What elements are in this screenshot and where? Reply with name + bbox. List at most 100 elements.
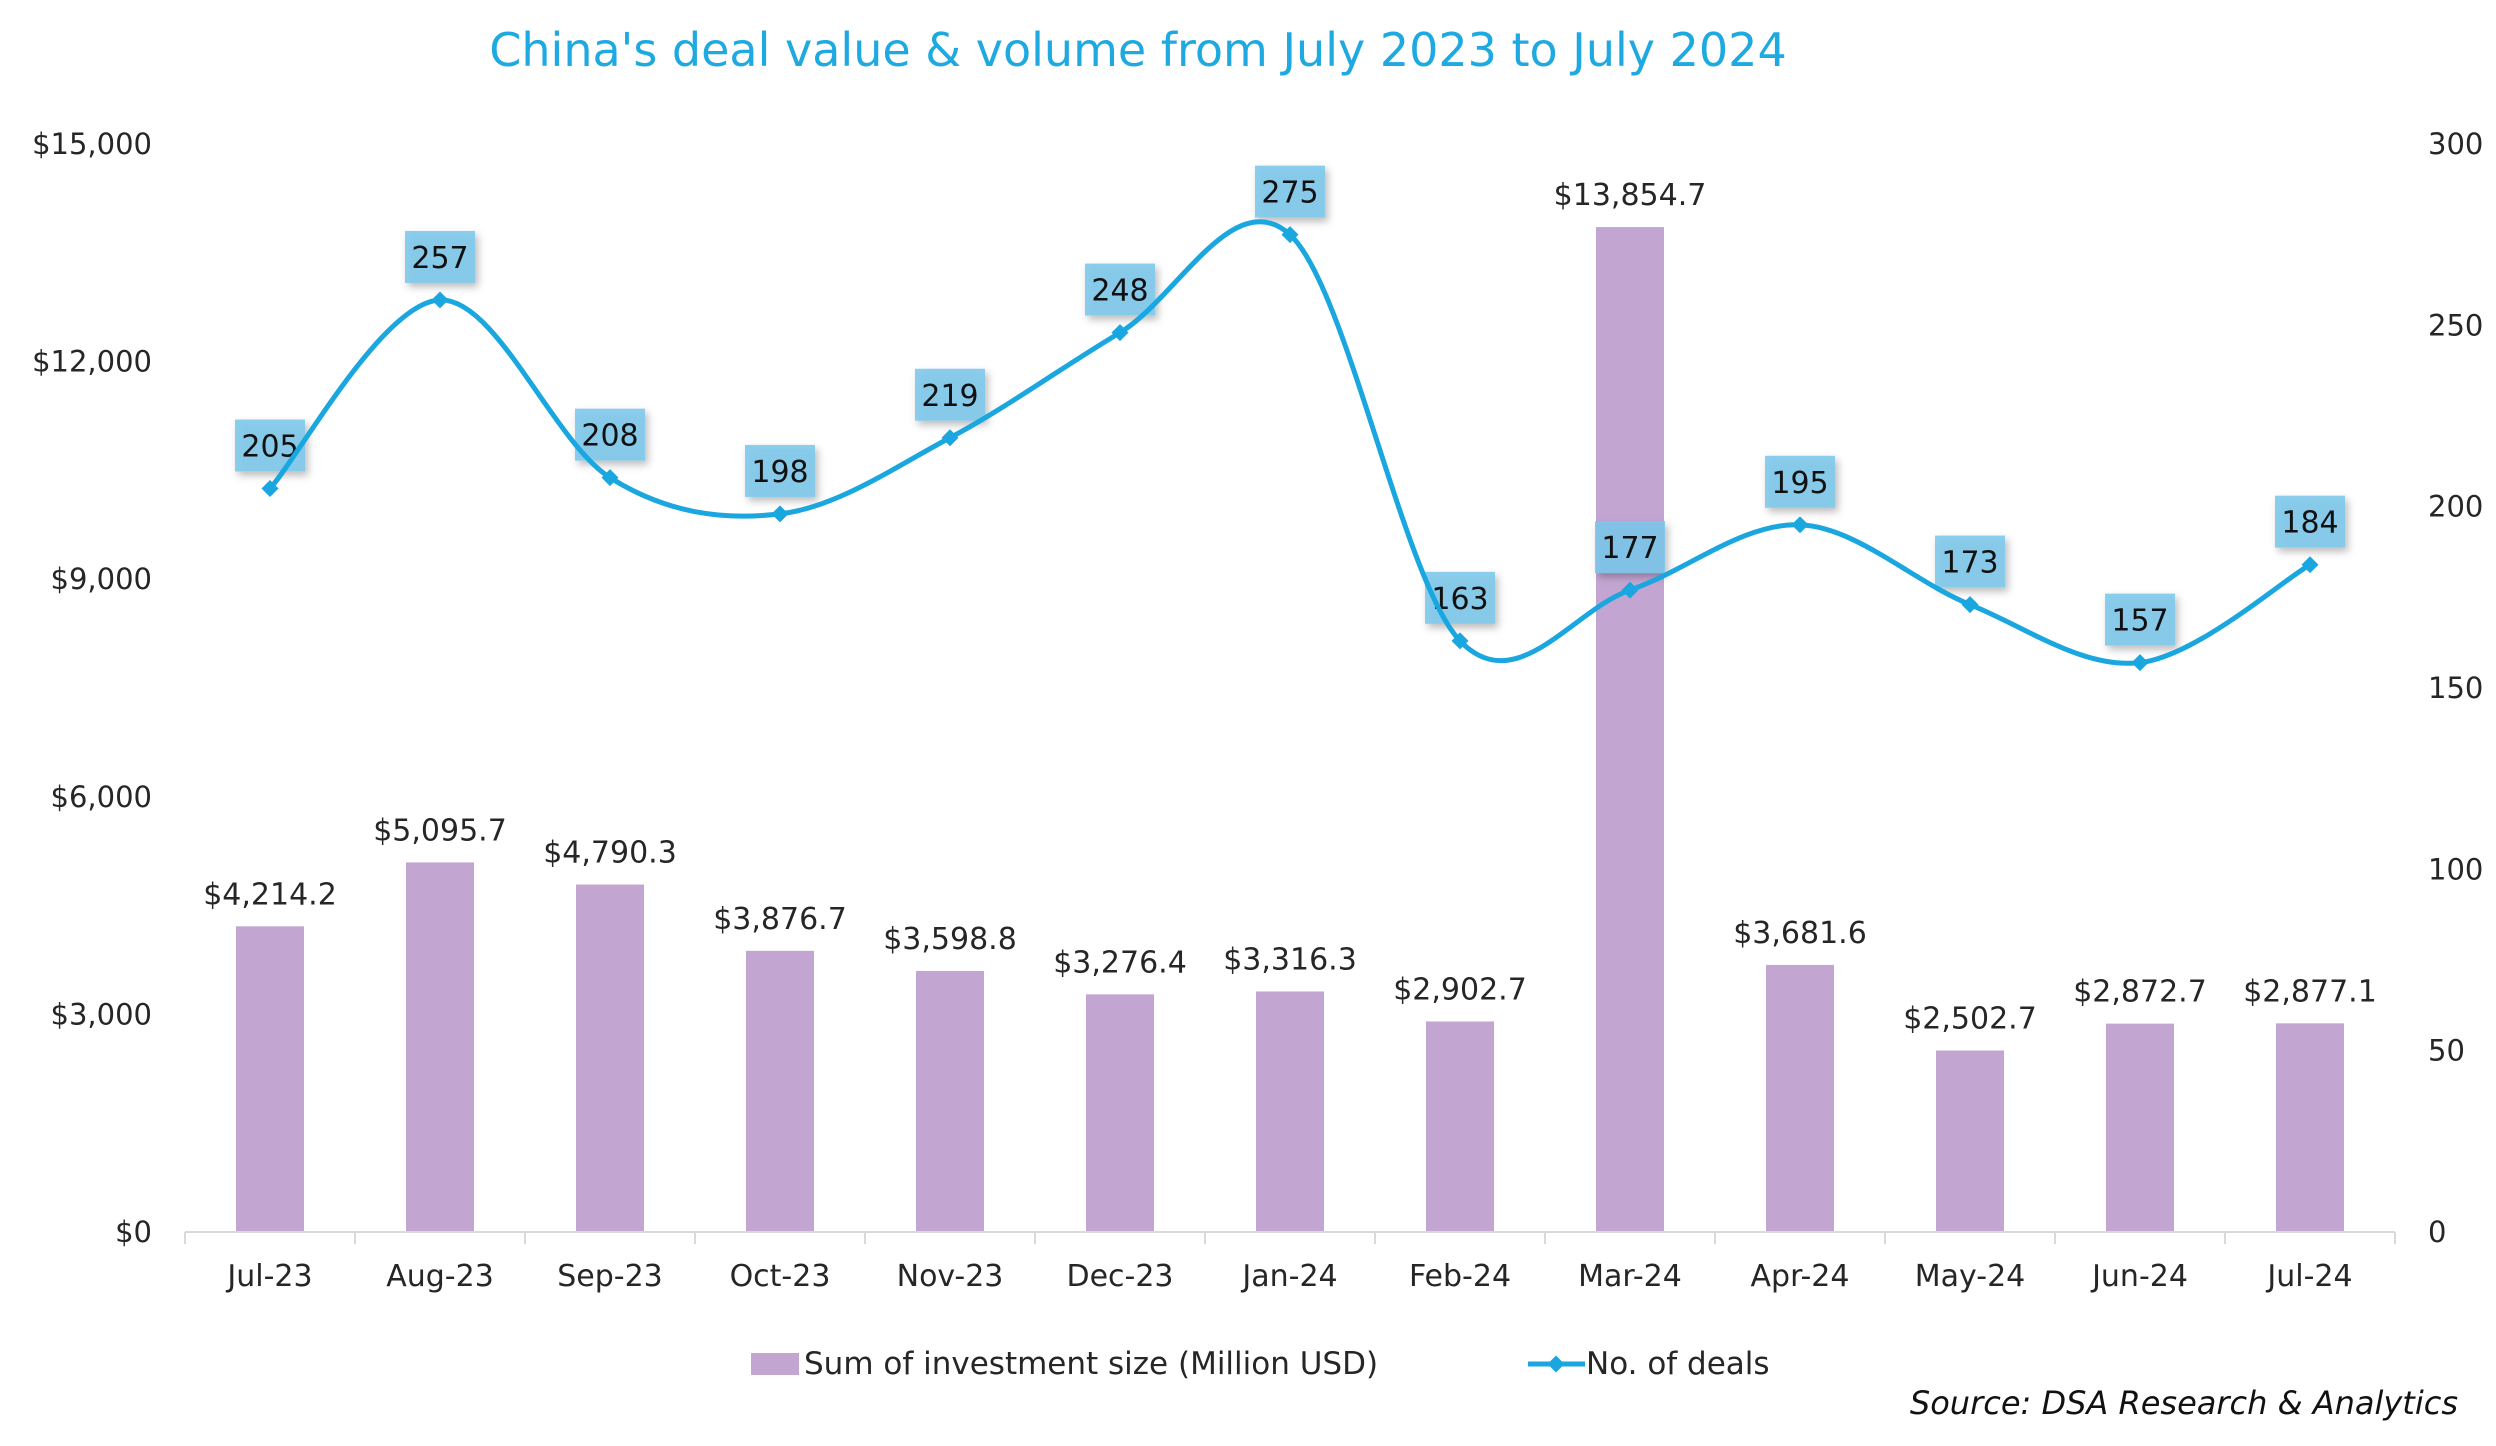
- line-label-box: [575, 408, 645, 461]
- line-series: [261, 219, 2319, 672]
- bar-data-label: $2,877.1: [2243, 974, 2377, 1009]
- bar: [1596, 227, 1664, 1232]
- x-tick-label: Jan-24: [1240, 1259, 1337, 1294]
- x-tick-label: Feb-24: [1409, 1259, 1511, 1294]
- line-label-box: [1935, 535, 2005, 588]
- line-point-marker: [431, 291, 449, 309]
- legend-label-line: No. of deals: [1586, 1346, 1770, 1382]
- line-label-box: [1425, 571, 1495, 624]
- bar-data-label: $3,876.7: [713, 902, 847, 937]
- bar-data-label: $4,214.2: [203, 877, 337, 912]
- line-point-marker: [601, 469, 619, 487]
- line-data-label: 275: [1261, 176, 1318, 211]
- y-left-tick-label: $0: [115, 1215, 152, 1249]
- y-left-tick-label: $12,000: [32, 345, 152, 379]
- bar: [746, 950, 814, 1232]
- legend-marker: [1547, 1355, 1565, 1373]
- bar-data-label: $3,681.6: [1733, 916, 1867, 951]
- line-data-label: 173: [1941, 546, 1998, 581]
- x-tick-label: Jul-23: [225, 1259, 312, 1294]
- y-right-tick-label: 200: [2428, 490, 2483, 524]
- x-axis: Jul-23 Aug-23 Sep-23 Oct-23 Nov-23 Dec-23 Jan-…: [184, 1231, 2396, 1294]
- deals-line: [267, 219, 2313, 666]
- bar-data-label: $3,276.4: [1053, 945, 1187, 980]
- y-axis-left: $0 $3,000 $6,000 $9,000 $12,000 $15,000: [32, 127, 152, 1249]
- line-data-label: 184: [2281, 506, 2338, 541]
- line-point-marker: [2131, 654, 2149, 672]
- line-point-marker: [771, 505, 789, 523]
- x-tick-label: Nov-23: [897, 1259, 1004, 1294]
- y-left-tick-label: $15,000: [32, 127, 152, 161]
- line-data-label: 208: [581, 419, 638, 454]
- bar: [1256, 991, 1324, 1232]
- line-point-marker: [261, 480, 279, 498]
- line-label-box: [235, 419, 305, 472]
- y-right-tick-label: 100: [2428, 852, 2483, 886]
- x-tick-label: May-24: [1915, 1259, 2026, 1294]
- line-data-label: 248: [1091, 274, 1148, 309]
- bar-data-label: $4,790.3: [543, 836, 677, 871]
- line-label-box: [1085, 263, 1155, 316]
- chart-title: China's deal value & volume from July 20…: [489, 23, 1786, 77]
- bar-data-labels: $4,214.2 $5,095.7 $4,790.3 $3,876.7 $3,598.8…: [203, 178, 2377, 1036]
- line-data-label: 177: [1601, 531, 1658, 566]
- line-label-box: [2105, 593, 2175, 646]
- bar-data-label: $5,095.7: [373, 813, 507, 848]
- line-point-marker: [2301, 556, 2319, 574]
- bar-data-label: $13,854.7: [1554, 178, 1707, 213]
- source-note: Source: DSA Research & Analytics: [1910, 1384, 2458, 1422]
- line-label-box: [405, 230, 475, 283]
- bar: [236, 926, 304, 1232]
- line-label-box: [1765, 455, 1835, 508]
- y-left-tick-label: $9,000: [51, 562, 152, 596]
- y-right-tick-label: 0: [2428, 1215, 2446, 1249]
- line-data-label: 257: [411, 241, 468, 276]
- bar-data-label: $3,316.3: [1223, 942, 1357, 977]
- y-right-tick-label: 150: [2428, 671, 2483, 705]
- legend: Sum of investment size (Million USD) No.…: [751, 1346, 1770, 1382]
- x-tick-label: Jun-24: [2090, 1259, 2188, 1294]
- x-tick-label: Mar-24: [1578, 1259, 1682, 1294]
- line-label-box: [2275, 495, 2345, 548]
- bar-data-label: $2,902.7: [1393, 972, 1527, 1007]
- y-right-tick-label: 50: [2428, 1034, 2465, 1068]
- bar: [916, 970, 984, 1232]
- legend-label-bar: Sum of investment size (Million USD): [804, 1346, 1378, 1382]
- x-tick-label: Sep-23: [557, 1259, 663, 1294]
- line-label-box: [745, 444, 815, 497]
- y-axis-right: 0 50 100 150 200 250 300: [2428, 127, 2483, 1249]
- line-point-marker: [1961, 596, 1979, 614]
- bar-data-label: $3,598.8: [883, 922, 1017, 957]
- x-tick-label: Jul-24: [2265, 1259, 2352, 1294]
- y-right-tick-label: 250: [2428, 308, 2483, 342]
- y-right-tick-label: 300: [2428, 127, 2483, 161]
- bar: [2106, 1023, 2174, 1232]
- bar-series: [236, 227, 2344, 1232]
- bar: [1086, 994, 1154, 1232]
- x-tick-label: Oct-23: [730, 1259, 831, 1294]
- line-data-label: 195: [1771, 466, 1828, 501]
- bar-data-label: $2,872.7: [2073, 975, 2207, 1010]
- bar: [1936, 1050, 2004, 1232]
- bar: [406, 862, 474, 1232]
- line-point-marker: [1791, 516, 1809, 534]
- line-data-label: 198: [751, 455, 808, 490]
- line-point-marker: [1451, 632, 1469, 650]
- line-label-box: [915, 368, 985, 421]
- bar: [576, 884, 644, 1232]
- bar: [1426, 1021, 1494, 1232]
- y-left-tick-label: $3,000: [51, 997, 152, 1031]
- x-tick-label: Apr-24: [1751, 1259, 1850, 1294]
- y-left-tick-label: $6,000: [51, 780, 152, 814]
- line-point-marker: [941, 429, 959, 447]
- line-data-label: 157: [2111, 604, 2168, 639]
- line-point-marker: [1621, 581, 1639, 599]
- x-tick-label: Aug-23: [386, 1259, 494, 1294]
- bar-data-label: $2,502.7: [1903, 1001, 2037, 1036]
- legend-swatch-bar: [751, 1353, 799, 1375]
- line-label-box: [1255, 165, 1325, 218]
- x-tick-label: Dec-23: [1066, 1259, 1173, 1294]
- bar: [1766, 964, 1834, 1232]
